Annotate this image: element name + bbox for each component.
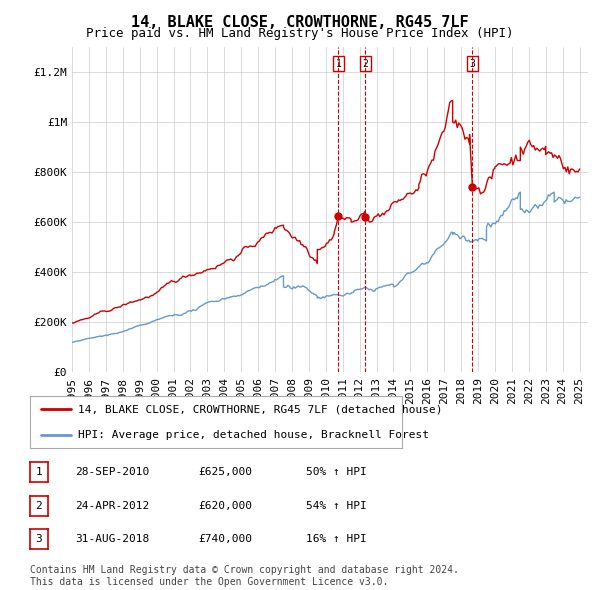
Text: Price paid vs. HM Land Registry's House Price Index (HPI): Price paid vs. HM Land Registry's House …	[86, 27, 514, 40]
Text: HPI: Average price, detached house, Bracknell Forest: HPI: Average price, detached house, Brac…	[79, 431, 430, 440]
Text: 2: 2	[35, 501, 43, 510]
Text: 2: 2	[362, 58, 368, 68]
Text: 3: 3	[35, 535, 43, 544]
Text: 3: 3	[470, 58, 475, 68]
Text: 31-AUG-2018: 31-AUG-2018	[75, 535, 149, 544]
Text: 24-APR-2012: 24-APR-2012	[75, 501, 149, 510]
Text: 28-SEP-2010: 28-SEP-2010	[75, 467, 149, 477]
Text: 1: 1	[35, 467, 43, 477]
Text: Contains HM Land Registry data © Crown copyright and database right 2024.
This d: Contains HM Land Registry data © Crown c…	[30, 565, 459, 587]
Text: 50% ↑ HPI: 50% ↑ HPI	[306, 467, 367, 477]
Text: 1: 1	[335, 58, 341, 68]
Text: £620,000: £620,000	[198, 501, 252, 510]
Text: 14, BLAKE CLOSE, CROWTHORNE, RG45 7LF: 14, BLAKE CLOSE, CROWTHORNE, RG45 7LF	[131, 15, 469, 30]
Text: £740,000: £740,000	[198, 535, 252, 544]
Text: 14, BLAKE CLOSE, CROWTHORNE, RG45 7LF (detached house): 14, BLAKE CLOSE, CROWTHORNE, RG45 7LF (d…	[79, 405, 443, 414]
Text: £625,000: £625,000	[198, 467, 252, 477]
Text: 16% ↑ HPI: 16% ↑ HPI	[306, 535, 367, 544]
Text: 54% ↑ HPI: 54% ↑ HPI	[306, 501, 367, 510]
